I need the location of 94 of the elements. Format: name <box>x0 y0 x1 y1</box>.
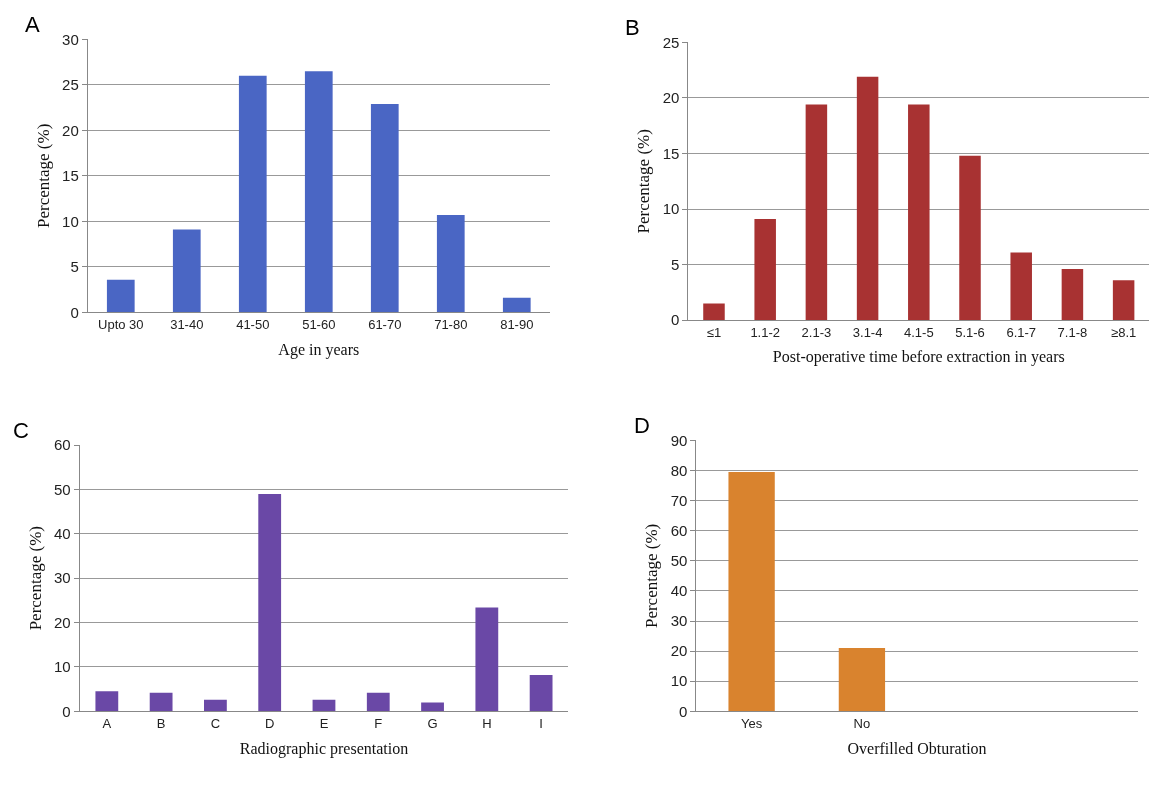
x-tick-label: 6.1-7 <box>1006 324 1037 340</box>
bar <box>1112 280 1135 321</box>
y-tick-label: 10 <box>54 658 71 676</box>
y-tick-label: 20 <box>670 642 688 660</box>
x-tick-label: No <box>853 715 871 731</box>
bar <box>421 702 444 712</box>
bar <box>703 303 725 321</box>
bar <box>312 699 336 712</box>
x-tick-label: H <box>482 715 492 731</box>
y-tick-label: 60 <box>54 436 71 454</box>
y-tick-label: 0 <box>70 303 79 321</box>
y-tick-label: 50 <box>670 552 688 570</box>
y-tick-label: 0 <box>679 702 688 720</box>
y-tick-label: 10 <box>62 212 79 230</box>
bar <box>805 104 828 321</box>
y-tick-label: 20 <box>62 121 79 139</box>
x-tick-label: 3.1-4 <box>852 324 883 340</box>
bar <box>304 71 333 313</box>
x-tick-label: 4.1-5 <box>903 324 934 340</box>
y-tick-label: 0 <box>62 702 71 720</box>
bar <box>95 691 119 712</box>
x-tick-label: 31-40 <box>170 317 204 333</box>
bar <box>149 692 173 712</box>
y-axis-title: Percentage (%) <box>33 123 53 228</box>
bar <box>258 493 282 712</box>
x-tick-label: Upto 30 <box>98 317 144 333</box>
bar <box>436 214 465 313</box>
y-tick-label: 5 <box>671 255 680 273</box>
y-tick-label: 40 <box>670 582 688 600</box>
y-axis-title: Percentage (%) <box>25 526 45 631</box>
y-tick-label: 50 <box>54 480 71 498</box>
bar <box>959 155 981 321</box>
x-tick-label: I <box>539 715 543 731</box>
bar <box>204 699 227 712</box>
y-tick-label: 40 <box>54 525 71 543</box>
x-axis-title: Post-operative time before extraction in years <box>772 348 1065 367</box>
bar <box>238 75 267 313</box>
y-tick-label: 25 <box>62 76 79 94</box>
bar <box>366 692 390 712</box>
bar <box>370 103 399 313</box>
x-tick-label: 7.1-8 <box>1057 324 1088 340</box>
x-tick-label: E <box>319 715 329 731</box>
bar <box>908 104 930 321</box>
x-tick-label: 51-60 <box>302 317 336 333</box>
x-tick-label: G <box>427 715 438 731</box>
bar <box>529 674 553 712</box>
chart-title: B <box>625 15 640 40</box>
x-tick-label: C <box>210 715 221 731</box>
chart-title: D <box>634 413 650 438</box>
y-tick-label: 70 <box>670 491 688 509</box>
x-tick-label: 61-70 <box>368 317 402 333</box>
y-tick-label: 20 <box>662 89 680 107</box>
y-tick-label: 30 <box>54 569 71 587</box>
y-tick-label: 10 <box>662 200 680 218</box>
y-axis-title: Percentage (%) <box>634 129 654 234</box>
x-axis-title: Overfilled Obturation <box>847 739 987 757</box>
bar <box>1061 269 1084 321</box>
x-tick-label: ≤1 <box>706 324 722 340</box>
bar <box>172 229 201 313</box>
x-tick-label: 81-90 <box>500 317 534 333</box>
x-tick-label: 41-50 <box>236 317 270 333</box>
x-tick-label: F <box>374 715 383 731</box>
bar <box>856 76 879 321</box>
bar <box>475 607 499 712</box>
y-tick-label: 20 <box>54 613 71 631</box>
x-tick-label: D <box>265 715 275 731</box>
y-axis-title: Percentage (%) <box>642 523 662 629</box>
x-axis-title: Radiographic presentation <box>239 739 409 758</box>
x-axis-title: Age in years <box>278 340 360 359</box>
y-tick-label: 0 <box>671 311 680 329</box>
chart-title: A <box>25 12 40 37</box>
x-tick-label: A <box>102 715 112 731</box>
x-tick-label: Yes <box>741 715 763 731</box>
chart-title: C <box>13 418 29 443</box>
x-tick-label: 71-80 <box>434 317 468 333</box>
y-tick-label: 5 <box>70 258 79 276</box>
bar <box>106 279 135 313</box>
y-tick-label: 30 <box>670 612 688 630</box>
y-tick-label: 10 <box>670 672 688 690</box>
y-tick-label: 30 <box>62 30 79 48</box>
x-tick-label: 5.1-6 <box>955 324 985 340</box>
x-tick-label: B <box>156 715 166 731</box>
x-tick-label: ≥8.1 <box>1111 324 1137 340</box>
x-tick-label: 1.1-2 <box>750 324 781 340</box>
y-tick-label: 15 <box>662 144 680 162</box>
bar <box>754 219 776 321</box>
y-tick-label: 25 <box>662 33 680 51</box>
bar <box>1010 252 1032 321</box>
y-tick-label: 60 <box>670 521 688 539</box>
x-tick-label: 2.1-3 <box>801 324 832 340</box>
bar <box>502 297 531 313</box>
y-tick-label: 80 <box>670 461 688 479</box>
y-tick-label: 15 <box>62 167 79 185</box>
y-tick-label: 90 <box>670 431 688 449</box>
